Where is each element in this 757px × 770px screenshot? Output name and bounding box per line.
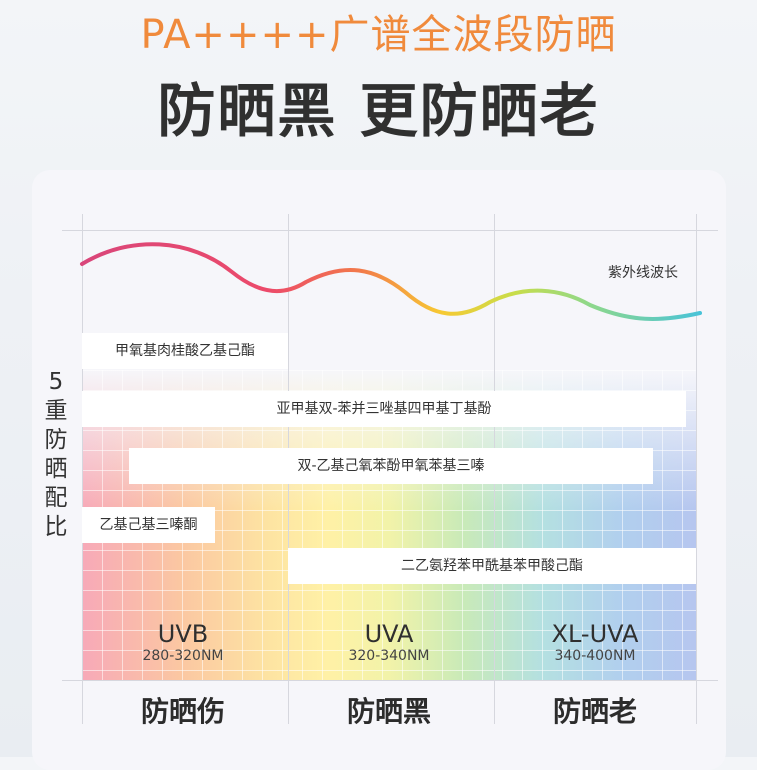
gridline-vertical <box>82 214 83 724</box>
gridline-vertical <box>696 214 697 724</box>
headline-primary: PA++++广谱全波段防晒 <box>140 12 617 58</box>
axis-char: 防 <box>44 427 68 453</box>
band-range: 280-320NM <box>142 648 224 664</box>
axis-char: 晒 <box>44 456 68 482</box>
axis-char: 比 <box>44 514 68 540</box>
headline-secondary: 防晒黑 更防晒老 <box>157 77 600 145</box>
ingredient-bar: 乙基己基三嗪酮 <box>82 507 215 543</box>
band-xl-uva: XL-UVA 340-400NM <box>490 620 700 664</box>
gridline-horizontal <box>62 680 718 681</box>
ingredient-bar: 二乙氨羟苯甲酰基苯甲酸己酯 <box>288 548 696 584</box>
axis-char: 配 <box>44 485 68 511</box>
benefit-label: 防晒黑 <box>346 695 431 728</box>
band-name: UVA <box>364 620 414 648</box>
band-name: UVB <box>157 620 209 648</box>
band-uvb: UVB 280-320NM <box>78 620 288 664</box>
axis-char: 5 <box>48 369 64 395</box>
band-uva: UVA 320-340NM <box>284 620 494 664</box>
benefit-label: 防晒伤 <box>140 695 225 728</box>
ingredient-bar: 双-乙基己氧苯酚甲氧苯基三嗪 <box>129 448 653 484</box>
axis-char: 重 <box>44 398 68 424</box>
gridline-horizontal <box>62 230 718 231</box>
band-range: 340-400NM <box>554 648 636 664</box>
band-name: XL-UVA <box>551 620 639 648</box>
ingredient-bar: 甲氧基肉桂酸乙基己酯 <box>82 333 288 369</box>
band-range: 320-340NM <box>348 648 430 664</box>
benefit-label: 防晒老 <box>552 695 637 728</box>
axis-label: 5 重 防 晒 配 比 <box>40 368 72 542</box>
wave-label: 紫外线波长 <box>608 265 678 281</box>
ingredient-bar: 亚甲基双-苯并三唑基四甲基丁基酚 <box>82 391 686 427</box>
